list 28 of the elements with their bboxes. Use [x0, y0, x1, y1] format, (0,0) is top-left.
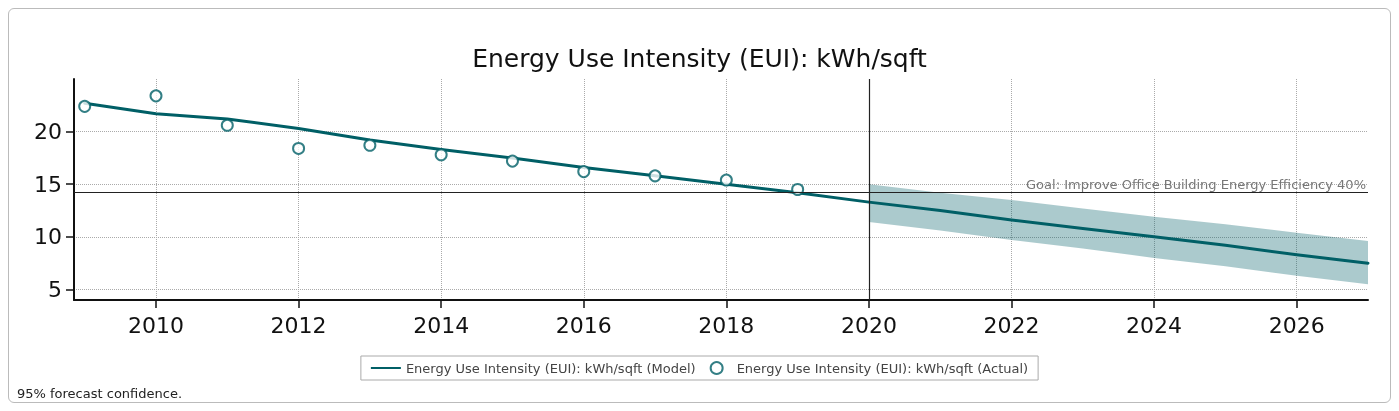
y-tick-label: 20 [34, 119, 62, 145]
x-tick-label: 2022 [983, 312, 1040, 338]
point [648, 169, 662, 183]
text: 95% forecast confidence. [17, 386, 183, 401]
point [719, 173, 733, 187]
point [577, 165, 591, 179]
point [434, 148, 448, 162]
ref-line-label: Goal: Improve Office Building Energy Efficiency 40% [1026, 176, 1366, 192]
x-tick-label: 2018 [698, 312, 755, 338]
legend-label: Energy Use Intensity (EUI): kWh/sqft (Model) [405, 360, 696, 376]
y-tick-label: 5 [48, 276, 62, 302]
point [363, 138, 377, 152]
x-tick-label: 2026 [1268, 312, 1325, 338]
x-tick-label: 2024 [1126, 312, 1183, 338]
x-tick-label: 2010 [127, 312, 184, 338]
chart-title: Energy Use Intensity (EUI): kWh/sqft [472, 44, 928, 73]
x-tick-label: 2016 [555, 312, 612, 338]
point [220, 118, 234, 132]
y-tick-label: 10 [34, 224, 62, 250]
legend-label: Energy Use Intensity (EUI): kWh/sqft (Actual) [736, 360, 1029, 376]
x-tick-label: 2012 [270, 312, 327, 338]
point [505, 154, 519, 168]
y-tick-label: 15 [34, 171, 62, 197]
point [292, 141, 306, 155]
x-tick-label: 2014 [413, 312, 470, 338]
x-tick-label: 2020 [840, 312, 897, 338]
point [149, 89, 163, 103]
point [78, 99, 92, 113]
